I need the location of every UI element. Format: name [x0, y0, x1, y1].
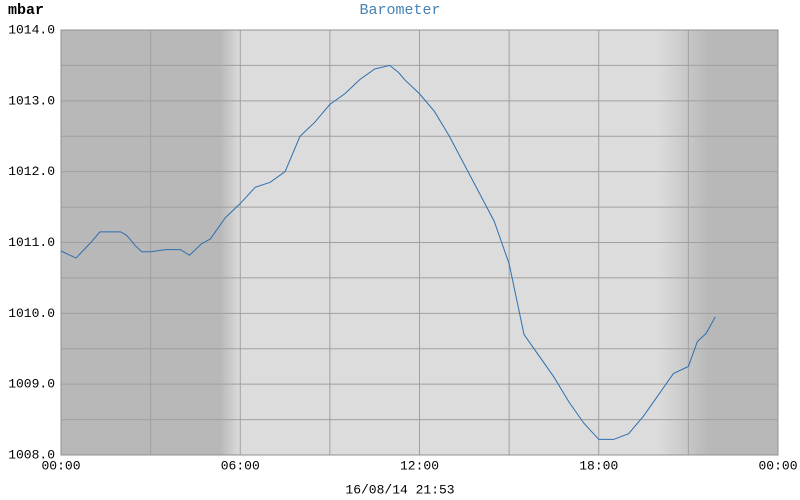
y-tick-label: 1012.0 [8, 164, 55, 179]
y-tick-label: 1008.0 [8, 447, 55, 462]
x-tick-label: 00:00 [41, 458, 80, 473]
y-tick-label: 1011.0 [8, 235, 55, 250]
x-tick-label: 06:00 [221, 458, 260, 473]
y-tick-label: 1013.0 [8, 93, 55, 108]
plot-frame [60, 29, 779, 456]
x-tick-label: 18:00 [579, 458, 618, 473]
x-tick-label: 00:00 [758, 458, 797, 473]
y-axis-label: mbar [8, 2, 44, 19]
chart-title: Barometer [359, 2, 440, 19]
footer: 16/08/14 21:53 [345, 482, 454, 497]
x-tick-label: 12:00 [400, 458, 439, 473]
series-line [60, 64, 716, 440]
y-tick-label: 1010.0 [8, 306, 55, 321]
y-tick-label: 1009.0 [8, 377, 55, 392]
y-tick-label: 1014.0 [8, 22, 55, 37]
